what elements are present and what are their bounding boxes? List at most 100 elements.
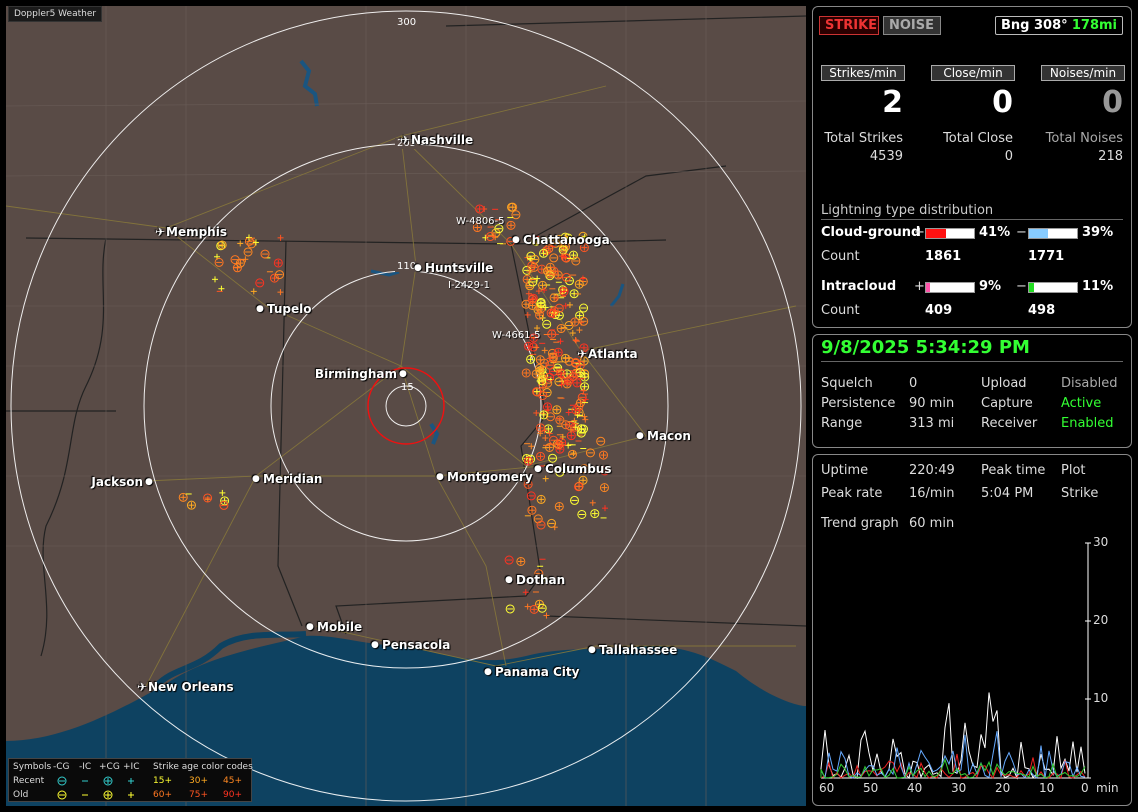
strike-mark: [186, 500, 196, 510]
strike-mark: [203, 493, 213, 503]
strike-mark: [581, 413, 588, 420]
strike-mark: [598, 450, 608, 460]
x-tick: 60: [819, 781, 835, 795]
city-label: Memphis: [166, 225, 227, 239]
strike-mark: [505, 604, 515, 614]
strike-mark: [533, 344, 540, 351]
total-strikes-label: Total Strikes: [824, 131, 903, 146]
y-tick: 10: [1093, 691, 1109, 705]
total-noises-label: Total Noises: [1045, 131, 1123, 146]
range-value: 313 mi: [909, 416, 955, 431]
strike-mark: [590, 509, 600, 519]
strike-mark: [589, 499, 596, 506]
city-dot-icon: ●: [414, 263, 422, 273]
strike-mark: [511, 210, 521, 220]
strike-mark: [560, 253, 567, 260]
strike-mark: [577, 509, 587, 519]
strike-mark: [542, 236, 549, 243]
lightning-map[interactable]: Doppler5 Weather 300 205 110 15 W-4806-5…: [6, 6, 806, 806]
strike-button[interactable]: STRIKE: [819, 16, 879, 35]
legend-age: 30+: [189, 776, 208, 786]
plot-value[interactable]: Strike: [1061, 486, 1099, 501]
strike-mark: [219, 500, 229, 510]
strike-mark: [521, 368, 531, 378]
strike-mark: [521, 299, 531, 309]
strike-mark: [542, 435, 549, 442]
plot-label: Plot: [1061, 463, 1086, 478]
city-label: New Orleans: [148, 680, 234, 694]
legend-age: 60+: [153, 790, 172, 800]
strike-mark: [600, 466, 610, 476]
strike-mark: [561, 272, 571, 282]
strike-mark: [580, 372, 590, 382]
cg-plus-sign: +: [914, 225, 925, 240]
legend-symbols-label: Symbols: [13, 762, 52, 772]
strike-mark: [543, 612, 550, 619]
strike-mark: [567, 449, 577, 459]
strike-mark: [566, 301, 573, 308]
strike-mark: [535, 288, 542, 295]
strike-mark: [561, 253, 571, 263]
strike-mark: [534, 325, 541, 332]
strike-mark: [579, 316, 589, 326]
peak-rate-value: 16/min: [909, 486, 955, 501]
strike-mark: [545, 269, 555, 279]
strike-mark: [527, 505, 537, 515]
strike-mark: [218, 285, 225, 292]
noise-button[interactable]: NOISE: [883, 16, 941, 35]
x-tick: 20: [995, 781, 1011, 795]
upload-label: Upload: [981, 376, 1027, 391]
strike-mark: [524, 603, 531, 610]
strike-mark: [571, 417, 578, 424]
strike-mark: [536, 451, 546, 461]
strike-mark: [582, 416, 589, 423]
range-label: Range: [821, 416, 863, 431]
strike-mark: [571, 357, 581, 367]
city-label: Montgomery: [447, 470, 533, 484]
strike-mark: [217, 240, 227, 250]
city-label: Meridian: [263, 472, 323, 486]
ic-positive-pct: 9%: [979, 279, 1002, 294]
ic-negative-bar: [1028, 282, 1078, 293]
strike-mark: [273, 258, 283, 268]
legend-age-title: Strike age color codes: [153, 762, 253, 772]
strike-mark: [539, 410, 549, 420]
strike-mark: [556, 368, 566, 378]
legend-old-label: Old: [13, 790, 29, 800]
strike-mark: [534, 569, 544, 579]
range-ring-label: 110: [395, 261, 419, 272]
legend-symbols-icon: [57, 776, 134, 800]
x-tick: 10: [1039, 781, 1055, 795]
strike-mark: [578, 353, 585, 360]
trend-graph: [820, 542, 1091, 780]
strike-mark: [579, 243, 589, 253]
strike-mark: [554, 377, 564, 387]
upload-value: Disabled: [1061, 376, 1118, 391]
strike-mark: [536, 494, 546, 504]
strike-mark: [564, 276, 574, 286]
strike-mark: [562, 464, 569, 471]
persistence-label: Persistence: [821, 396, 896, 411]
cg-negative-count: 1771: [1028, 249, 1065, 264]
strike-mark: [526, 491, 536, 501]
range-ring-label: 300: [395, 17, 419, 28]
x-tick: 30: [951, 781, 967, 795]
trend-series-line: [820, 692, 1086, 780]
strike-mark: [482, 234, 489, 241]
strike-mark: [571, 405, 581, 415]
legend-age: 15+: [153, 776, 172, 786]
map-canvas: [6, 6, 806, 806]
strike-mark: [569, 330, 576, 337]
strike-mark: [561, 420, 571, 430]
strike-mark: [506, 236, 516, 246]
city-label: Nashville: [411, 133, 474, 147]
strike-mark: [564, 356, 574, 366]
strike-mark: [541, 347, 548, 354]
legend-col: +IC: [123, 762, 140, 772]
total-close-value: 0: [1004, 149, 1013, 164]
city-dot-icon: ●: [399, 369, 407, 379]
strike-mark: [568, 250, 578, 260]
peak-rate-label: Peak rate: [821, 486, 883, 501]
city-dot-icon: ●: [371, 640, 379, 650]
strike-mark: [522, 589, 529, 596]
